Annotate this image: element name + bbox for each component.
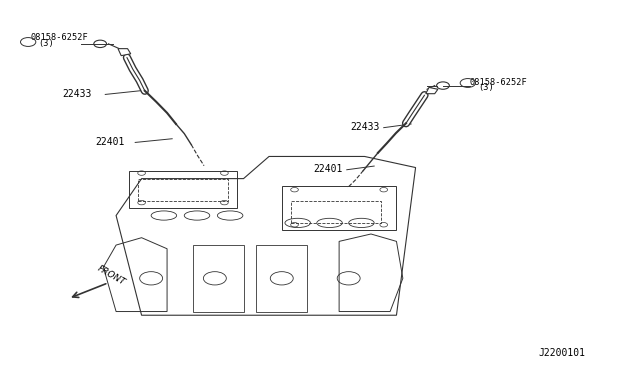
Text: 08158-6252F: 08158-6252F [470,78,527,87]
Text: FRONT: FRONT [96,264,127,287]
Polygon shape [426,87,438,94]
Text: (3): (3) [478,83,494,92]
Text: 22401: 22401 [96,137,125,147]
Text: (3): (3) [38,39,54,48]
Text: 22433: 22433 [351,122,380,132]
Text: 08158-6252F: 08158-6252F [30,33,88,42]
Text: 22433: 22433 [62,89,92,99]
Text: J2200101: J2200101 [539,348,586,358]
Polygon shape [118,49,131,56]
Text: 22401: 22401 [314,164,343,174]
